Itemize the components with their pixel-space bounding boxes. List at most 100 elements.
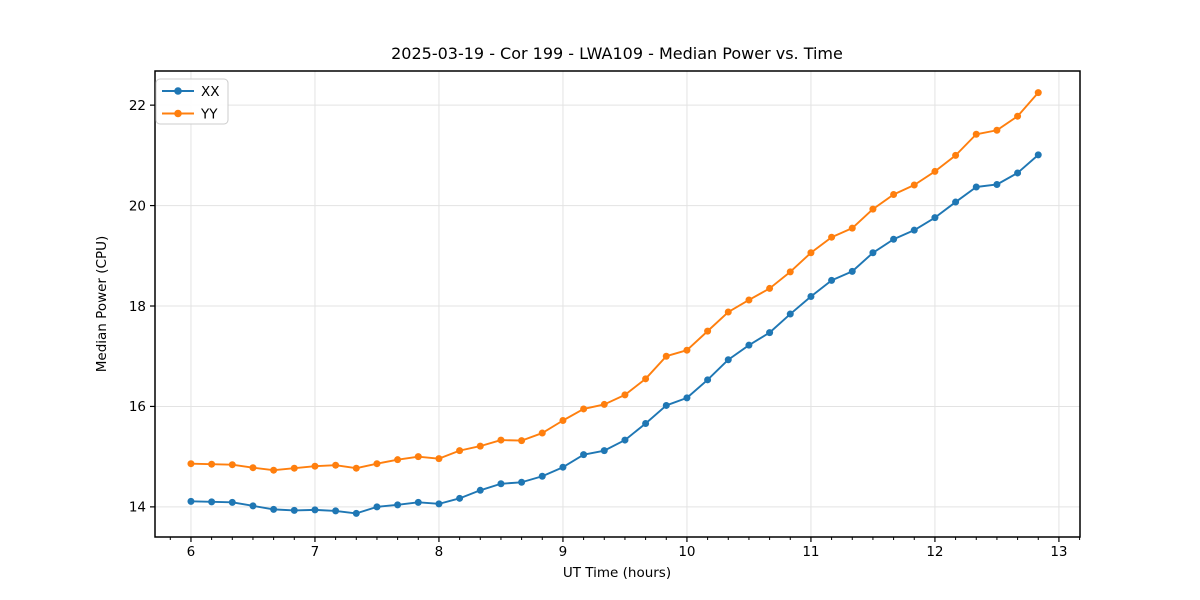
series-XX-marker — [807, 292, 815, 300]
series-YY-marker — [642, 375, 650, 383]
series-YY-marker — [580, 405, 588, 413]
series-YY-marker — [394, 456, 402, 464]
x-tick-label: 10 — [678, 544, 695, 560]
series-YY-marker — [476, 442, 484, 450]
plot-border — [154, 70, 1081, 538]
series-YY-marker — [662, 352, 670, 360]
series-XX-marker — [538, 472, 546, 480]
series-YY-marker — [311, 462, 319, 470]
series-YY-marker — [414, 453, 422, 461]
series-YY-marker — [931, 167, 939, 175]
series-YY-marker — [683, 346, 691, 354]
y-tick-label: 14 — [129, 500, 146, 516]
series-YY-marker — [952, 151, 960, 159]
y-tick-label: 20 — [129, 198, 146, 214]
series-YY-marker — [352, 464, 360, 472]
series-XX-marker — [249, 502, 257, 510]
series-YY-marker — [332, 461, 340, 469]
series-YY-marker — [745, 296, 753, 304]
series-XX-marker — [559, 463, 567, 471]
series-XX-marker — [476, 486, 484, 494]
series-XX-marker — [518, 478, 526, 486]
series-XX-marker — [311, 506, 319, 514]
series-YY-marker — [373, 460, 381, 468]
series-YY-marker — [972, 130, 980, 138]
series-YY-marker — [848, 224, 856, 232]
series-YY-marker — [435, 455, 443, 463]
series-XX-marker — [373, 503, 381, 511]
x-tick-label: 6 — [187, 544, 196, 560]
series-YY-marker — [600, 400, 608, 408]
series-YY-marker — [786, 268, 794, 276]
series-XX-marker — [394, 501, 402, 509]
series-XX-marker — [435, 500, 443, 508]
series-XX-marker — [704, 376, 712, 384]
y-tick-label: 16 — [129, 399, 146, 415]
series-YY-marker — [993, 126, 1001, 134]
series-YY-marker — [497, 436, 505, 444]
series-YY-marker — [228, 461, 236, 469]
series-YY-marker — [828, 233, 836, 241]
chart-title: 2025-03-19 - Cor 199 - LWA109 - Median P… — [391, 44, 843, 63]
series-XX-line — [190, 154, 1039, 515]
series-YY-marker — [910, 181, 918, 189]
series-XX-marker — [890, 235, 898, 243]
x-tick-label: 12 — [926, 544, 943, 560]
series-XX-marker — [456, 494, 464, 502]
series-XX-marker — [332, 507, 340, 515]
series-XX-marker — [724, 356, 732, 364]
series-XX-marker — [931, 214, 939, 222]
series-XX-marker — [270, 505, 278, 513]
y-tick-label: 22 — [129, 98, 146, 114]
series-XX-marker — [662, 401, 670, 409]
series-YY-marker — [249, 464, 257, 472]
series-XX-marker — [993, 180, 1001, 188]
series-YY-marker — [187, 460, 195, 468]
legend-marker — [174, 109, 182, 118]
series-XX-marker — [786, 310, 794, 318]
x-tick-label: 11 — [802, 544, 819, 560]
series-XX-marker — [208, 498, 216, 506]
legend-label: XX — [201, 84, 220, 100]
series-YY-line — [190, 91, 1039, 472]
series-XX-marker — [290, 506, 298, 514]
series-XX-marker — [766, 329, 774, 337]
series-XX-marker — [869, 249, 877, 257]
series-layer — [187, 89, 1042, 517]
x-axis-label: UT Time (hours) — [563, 565, 671, 581]
series-XX-marker — [745, 341, 753, 349]
series-YY-marker — [869, 205, 877, 213]
series-YY-marker — [456, 447, 464, 455]
series-YY-marker — [621, 391, 629, 399]
series-YY-marker — [807, 249, 815, 257]
series-XX-marker — [600, 447, 608, 455]
series-XX-marker — [228, 498, 236, 506]
series-XX-marker — [580, 451, 588, 459]
series-XX-marker — [972, 183, 980, 191]
series-XX-marker — [621, 436, 629, 444]
grid-layer — [155, 71, 1080, 537]
y-axis-label: Median Power (CPU) — [94, 236, 110, 372]
series-XX-marker — [1014, 169, 1022, 177]
series-YY-marker — [270, 466, 278, 474]
x-tick-label: 7 — [311, 544, 320, 560]
series-XX-marker — [910, 226, 918, 234]
series-YY-marker — [766, 284, 774, 292]
series-XX-marker — [497, 480, 505, 488]
series-XX-marker — [828, 276, 836, 284]
series-XX-marker — [352, 509, 360, 517]
series-YY-marker — [724, 308, 732, 316]
series-XX-marker — [1034, 151, 1042, 159]
series-XX-marker — [187, 497, 195, 505]
series-XX-marker — [414, 498, 422, 506]
legend-marker — [174, 87, 182, 95]
series-YY-marker — [890, 191, 898, 199]
series-YY-marker — [208, 460, 216, 468]
series-XX-marker — [848, 267, 856, 275]
series-YY-marker — [538, 429, 546, 437]
tick-layer: 6 7 8 9 10 11 12 13 14 16 18 20 22 — [129, 98, 1081, 560]
x-tick-label: 13 — [1050, 544, 1067, 560]
legend-label: YY — [200, 106, 218, 122]
